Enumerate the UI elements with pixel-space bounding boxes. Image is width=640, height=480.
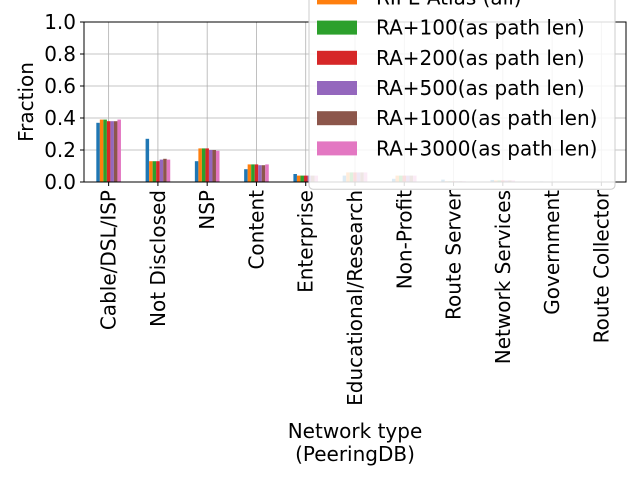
bar: [254, 164, 259, 182]
legend-swatch: [317, 50, 357, 65]
bar: [166, 159, 171, 182]
x-tick-label: Non-Profit: [392, 190, 416, 289]
x-axis-ticks: Cable/DSL/ISP Not Disclosed NSP Content Ente…: [97, 182, 613, 406]
bar: [265, 164, 269, 182]
x-axis-label-line-1: Network type: [288, 419, 423, 443]
bar: [106, 121, 111, 182]
legend-box: [308, 0, 616, 190]
bar: [296, 175, 301, 182]
legend-swatch: [317, 111, 357, 126]
bar: [113, 121, 118, 182]
bar: [117, 119, 121, 182]
bar: [244, 169, 248, 182]
bar: [300, 175, 304, 182]
y-tick-label: 0.6: [44, 74, 76, 98]
y-tick-label: 0.4: [44, 106, 76, 130]
bar: [247, 164, 252, 182]
bar: [215, 150, 220, 182]
x-axis-label-line-2: (PeeringDB): [295, 442, 415, 466]
bar: [303, 175, 308, 182]
bar: [152, 161, 157, 182]
y-tick-label: 0.0: [44, 170, 76, 194]
legend-label: RA+200(as path len): [376, 46, 585, 70]
legend-swatch: [317, 141, 357, 156]
bar: [149, 161, 153, 182]
bar: [205, 148, 209, 182]
bar: [103, 119, 107, 182]
bar: [163, 158, 167, 182]
bar: [194, 161, 199, 182]
legend-swatch: [317, 81, 357, 95]
x-tick-label: Government: [540, 190, 564, 315]
legend-swatch: [317, 0, 357, 5]
legend: RIPE Atlas (all) RA+100(as path len) RA+20…: [308, 0, 616, 190]
legend-label: RA+100(as path len): [376, 16, 585, 40]
bar: [145, 138, 150, 182]
y-tick-label: 0.2: [44, 138, 76, 162]
bar: [99, 119, 104, 182]
x-tick-label: Content: [244, 190, 268, 270]
bar: [110, 121, 114, 182]
legend-label: RA+1000(as path len): [376, 106, 597, 130]
x-tick-label: Not Disclosed: [146, 190, 170, 327]
x-tick-label: Route Collector: [589, 189, 613, 343]
y-axis-ticks: 0.0 0.2 0.4 0.6 0.8 1.0: [44, 10, 84, 194]
bar: [208, 150, 213, 182]
y-tick-label: 0.8: [44, 42, 76, 66]
bar: [293, 174, 297, 182]
bar: [201, 148, 206, 182]
x-tick-label: NSP: [195, 190, 219, 230]
legend-swatch: [317, 20, 357, 35]
bar: [156, 161, 160, 182]
bar: [198, 148, 202, 182]
x-tick-label: Cable/DSL/ISP: [97, 190, 121, 330]
bar: [261, 165, 266, 182]
bar: [159, 159, 164, 182]
legend-label: RA+3000(as path len): [376, 136, 597, 160]
bar: [96, 122, 100, 182]
bar: [212, 150, 216, 182]
bar: [258, 165, 262, 182]
bar: [251, 164, 255, 182]
x-tick-label: Educational/Research: [343, 190, 367, 406]
legend-label: RIPE Atlas (all): [376, 0, 522, 9]
x-tick-label: Route Server: [442, 189, 466, 320]
x-tick-label: Enterprise: [294, 190, 318, 293]
x-tick-label: Network Services: [491, 190, 515, 364]
y-axis-label: Fraction: [14, 62, 38, 142]
y-tick-label: 1.0: [44, 10, 76, 34]
legend-label: RA+500(as path len): [376, 76, 585, 100]
